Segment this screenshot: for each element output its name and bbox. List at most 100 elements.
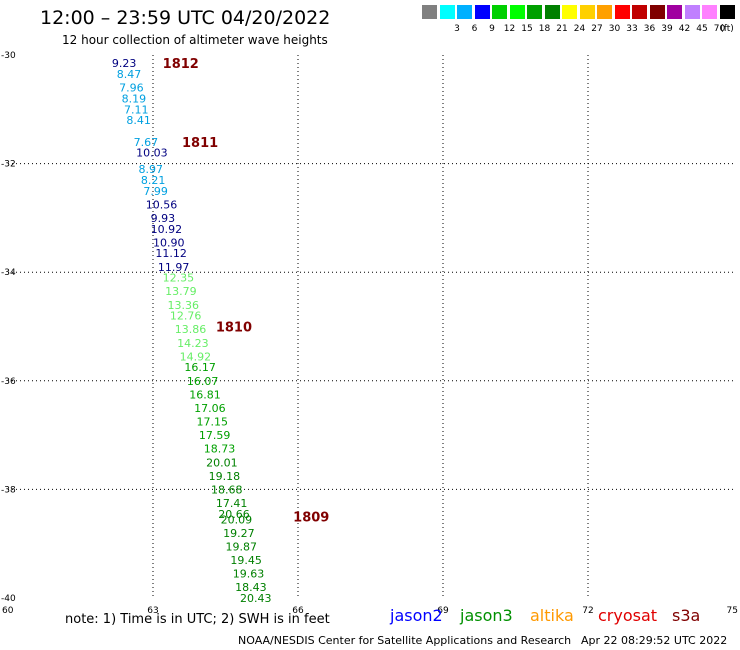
- scale-swatch: [649, 5, 665, 19]
- scale-unit: (ft): [720, 24, 734, 34]
- lon-tick-label: 69: [437, 606, 449, 616]
- swh-observation: 12.76: [170, 310, 202, 323]
- swh-observation: 8.47: [117, 68, 142, 81]
- swh-observation: 17.41: [216, 497, 248, 510]
- swh-observation: 13.79: [165, 285, 197, 298]
- scale-label: 6: [471, 24, 478, 34]
- satellite-jason2: jason2: [390, 606, 443, 625]
- lon-tick-label: 66: [292, 606, 304, 616]
- lon-tick-label: 75: [727, 606, 738, 616]
- swh-observation: 9.93: [151, 212, 176, 225]
- swh-observation: 8.97: [139, 163, 164, 176]
- swh-observation: 20.09: [221, 513, 253, 526]
- swh-observation: 19.27: [223, 527, 255, 540]
- scale-label: 27: [591, 24, 603, 34]
- scale-label: 18: [538, 24, 551, 34]
- swh-observation: 11.12: [155, 247, 187, 260]
- scale-swatch: [562, 5, 577, 19]
- swh-observation: 18.73: [204, 443, 236, 456]
- track-label: 1809: [293, 511, 329, 526]
- swh-observation: 19.63: [233, 568, 265, 581]
- satellite-s3a: s3a: [672, 606, 701, 625]
- swh-observation: 17.59: [199, 429, 231, 442]
- swh-observation: 7.99: [143, 185, 168, 198]
- swh-observation: 13.36: [168, 299, 200, 312]
- scale-label: 30: [608, 24, 621, 34]
- scale-swatch: [527, 5, 542, 19]
- swh-observation: 20.43: [240, 592, 272, 605]
- scale-swatch: [509, 5, 525, 19]
- swh-observation: 8.19: [122, 92, 147, 105]
- lat-tick-label: -36: [1, 377, 16, 387]
- scale-swatch: [579, 5, 595, 19]
- scale-label: 42: [678, 24, 691, 34]
- scale-swatch: [702, 5, 717, 19]
- swh-observation: 7.67: [134, 136, 159, 149]
- lon-tick-label: 72: [582, 606, 593, 616]
- scale-swatch: [667, 5, 682, 19]
- swh-observation: 16.17: [184, 361, 216, 374]
- swh-observation: 9.23: [112, 57, 136, 70]
- swh-observation: 16.07: [187, 375, 219, 388]
- scale-label: 70: [713, 24, 726, 34]
- swh-observation: 7.11: [124, 103, 149, 116]
- swh-observation: 14.23: [177, 337, 209, 350]
- scale-label: 15: [521, 24, 533, 34]
- satellite-altika: altika: [530, 606, 574, 625]
- swh-observation: 10.92: [151, 223, 183, 236]
- swh-observation: 10.90: [153, 236, 185, 249]
- swh-observation: 7.96: [119, 82, 143, 95]
- scale-label: 39: [661, 24, 673, 34]
- swh-observation: 17.15: [197, 416, 229, 429]
- swh-observation: 11.97: [158, 261, 190, 274]
- credit-line: NOAA/NESDIS Center for Satellite Applica…: [238, 634, 572, 647]
- lat-tick-label: -40: [1, 594, 16, 604]
- satellite-cryosat: cryosat: [598, 606, 658, 625]
- swh-observation: 18.43: [235, 581, 267, 594]
- lat-tick-label: -30: [1, 51, 16, 61]
- scale-label: 21: [556, 24, 568, 34]
- swh-observation: 18.68: [211, 483, 243, 496]
- swh-observation: 17.06: [194, 402, 226, 415]
- scale-swatch: [614, 5, 630, 19]
- scale-label: 33: [626, 24, 638, 34]
- swh-observation: 8.41: [126, 114, 150, 127]
- scale-swatch: [474, 5, 490, 19]
- swh-observation: 10.56: [146, 198, 178, 211]
- scale-label: 9: [489, 24, 495, 34]
- lat-tick-label: -34: [1, 268, 16, 278]
- scale-swatch: [422, 5, 437, 19]
- swh-observation: 19.18: [209, 470, 241, 483]
- swh-observation: 12.35: [163, 272, 195, 285]
- scale-label: 3: [454, 24, 460, 34]
- scale-label: 36: [643, 24, 656, 34]
- swh-observation: 20.01: [206, 456, 238, 469]
- swh-observation: 14.92: [180, 350, 212, 363]
- footnote: note: 1) Time is in UTC; 2) SWH is in fe…: [65, 612, 330, 627]
- swh-observation: 20.66: [218, 508, 250, 521]
- scale-label: 12: [503, 24, 516, 34]
- swh-observation: 8.21: [141, 174, 166, 187]
- lat-tick-label: -38: [1, 485, 16, 495]
- swh-observation: 19.87: [226, 540, 258, 553]
- scale-swatch: [719, 5, 735, 19]
- scale-swatch: [684, 5, 700, 19]
- scale-swatch: [492, 5, 507, 19]
- swh-observation: 19.45: [230, 554, 261, 567]
- timestamp: Apr 22 08:29:52 UTC 2022: [581, 634, 728, 647]
- track-label: 1810: [216, 321, 252, 336]
- scale-label: 24: [573, 24, 586, 34]
- swh-observation: 10.03: [136, 147, 168, 160]
- scale-swatch: [632, 5, 647, 19]
- lat-tick-label: -32: [1, 160, 16, 170]
- page-subtitle: 12 hour collection of altimeter wave hei…: [62, 33, 328, 47]
- scale-swatch: [544, 5, 560, 19]
- scale-swatch: [439, 5, 455, 19]
- page-title: 12:00 – 23:59 UTC 04/20/2022: [40, 7, 331, 29]
- scale-swatch: [457, 5, 472, 19]
- swh-observation: 16.81: [189, 388, 221, 401]
- lon-tick-label: 63: [147, 606, 158, 616]
- lon-tick-label: 60: [2, 606, 14, 616]
- track-label: 1811: [182, 136, 218, 151]
